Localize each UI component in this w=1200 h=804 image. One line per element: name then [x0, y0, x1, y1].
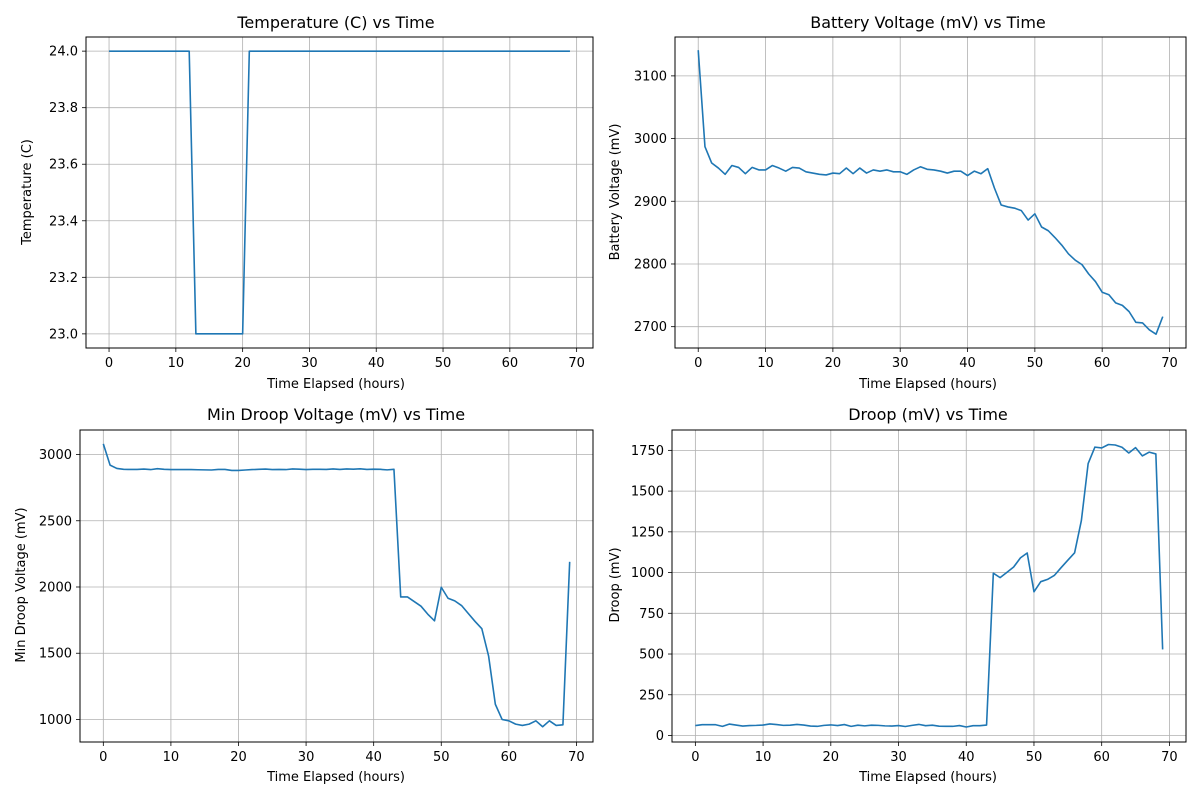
- x-tick-label: 0: [694, 356, 702, 371]
- y-tick-label: 750: [639, 607, 664, 622]
- x-axis-label: Time Elapsed (hours): [858, 377, 997, 392]
- x-tick-label: 40: [959, 356, 976, 371]
- x-tick-label: 70: [568, 750, 585, 765]
- x-tick-label: 60: [1094, 356, 1111, 371]
- x-tick-label: 20: [825, 356, 842, 371]
- x-tick-label: 70: [1161, 356, 1178, 371]
- x-tick-label: 30: [892, 356, 909, 371]
- x-tick-label: 30: [298, 750, 315, 765]
- axes-frame: [674, 36, 1187, 349]
- y-tick-label: 23.8: [49, 101, 78, 116]
- x-tick-label: 30: [890, 750, 907, 765]
- y-tick-label: 250: [639, 688, 664, 703]
- chart-title: Battery Voltage (mV) vs Time: [810, 13, 1046, 32]
- x-tick-label: 60: [501, 750, 518, 765]
- chart-title: Temperature (C) vs Time: [236, 13, 434, 32]
- y-tick-label: 1250: [631, 525, 664, 540]
- y-tick-label: 1750: [631, 444, 664, 459]
- x-tick-label: 10: [755, 750, 772, 765]
- x-axis-label: Time Elapsed (hours): [266, 377, 405, 392]
- series-line: [109, 50, 570, 335]
- x-tick-label: 50: [1027, 356, 1044, 371]
- x-tick-label: 10: [163, 750, 180, 765]
- plot-area: [672, 430, 1186, 742]
- series-line: [102, 443, 571, 728]
- axes-frame: [671, 429, 1187, 743]
- y-tick-label: 3000: [634, 132, 667, 147]
- x-tick-label: 50: [1026, 750, 1043, 765]
- x-tick-label: 20: [823, 750, 840, 765]
- y-tick-label: 1000: [631, 566, 664, 581]
- y-tick-label: 3000: [39, 448, 72, 463]
- plot-area: [675, 37, 1186, 348]
- chart-title: Min Droop Voltage (mV) vs Time: [207, 405, 465, 424]
- series-line: [695, 443, 1164, 728]
- y-tick-label: 2800: [634, 257, 667, 272]
- x-axis-label: Time Elapsed (hours): [858, 770, 997, 785]
- x-tick-label: 30: [301, 356, 318, 371]
- subplot-min-droop-voltage: Min Droop Voltage (mV) vs Time Time Elap…: [14, 405, 594, 785]
- y-tick-label: 2500: [39, 514, 72, 529]
- y-tick-label: 23.0: [49, 327, 78, 342]
- x-tick-label: 70: [1161, 750, 1178, 765]
- y-axis-label: Min Droop Voltage (mV): [14, 507, 29, 662]
- x-tick-label: 40: [368, 356, 385, 371]
- x-tick-label: 20: [230, 750, 247, 765]
- y-tick-label: 2900: [634, 195, 667, 210]
- plot-area: [80, 430, 593, 742]
- subplot-droop: Droop (mV) vs Time Time Elapsed (hours) …: [608, 405, 1187, 785]
- y-axis-label: Droop (mV): [608, 547, 623, 622]
- x-axis-label: Time Elapsed (hours): [266, 770, 405, 785]
- axes-frame: [85, 36, 594, 349]
- x-tick-label: 10: [757, 356, 774, 371]
- y-tick-label: 23.2: [49, 271, 78, 286]
- y-tick-label: 23.6: [49, 158, 78, 173]
- x-tick-label: 40: [958, 750, 975, 765]
- x-tick-label: 0: [105, 356, 113, 371]
- y-axis-label: Battery Voltage (mV): [608, 124, 623, 261]
- axes-frame: [79, 429, 594, 743]
- y-tick-label: 2700: [634, 320, 667, 335]
- x-tick-label: 50: [433, 750, 450, 765]
- y-tick-label: 1000: [39, 713, 72, 728]
- y-tick-label: 1500: [39, 647, 72, 662]
- x-tick-label: 40: [365, 750, 382, 765]
- y-tick-label: 23.4: [49, 214, 78, 229]
- y-tick-label: 0: [656, 729, 664, 744]
- y-tick-label: 3100: [634, 69, 667, 84]
- series-line: [697, 50, 1164, 336]
- x-tick-label: 60: [1093, 750, 1110, 765]
- x-tick-label: 10: [168, 356, 185, 371]
- subplot-battery-voltage: Battery Voltage (mV) vs Time Time Elapse…: [608, 13, 1187, 392]
- x-tick-label: 0: [691, 750, 699, 765]
- chart-title: Droop (mV) vs Time: [848, 405, 1008, 424]
- y-tick-label: 24.0: [49, 45, 78, 60]
- x-tick-label: 20: [234, 356, 251, 371]
- y-axis-label: Temperature (C): [20, 139, 35, 246]
- y-tick-label: 500: [639, 648, 664, 663]
- y-tick-label: 1500: [631, 485, 664, 500]
- x-tick-label: 0: [99, 750, 107, 765]
- x-tick-label: 60: [502, 356, 519, 371]
- plot-area: [86, 37, 593, 348]
- y-tick-label: 2000: [39, 580, 72, 595]
- x-tick-label: 70: [568, 356, 585, 371]
- subplot-temperature: Temperature (C) vs Time Time Elapsed (ho…: [20, 13, 594, 392]
- x-tick-label: 50: [435, 356, 452, 371]
